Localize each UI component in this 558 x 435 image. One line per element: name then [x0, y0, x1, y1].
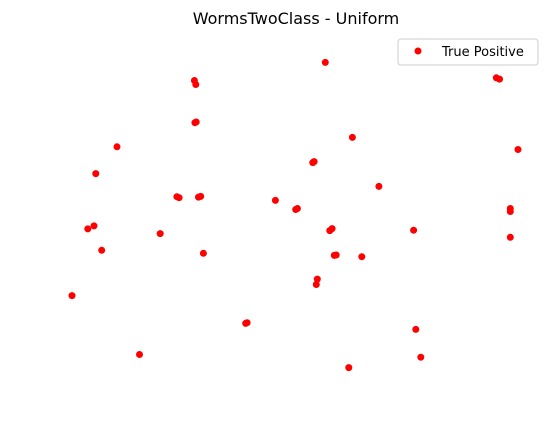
data-point [136, 351, 143, 358]
data-point [410, 226, 418, 234]
data-point [92, 170, 100, 178]
data-point [412, 325, 420, 333]
data-point [156, 230, 164, 238]
legend-marker [414, 47, 422, 55]
data-point [358, 253, 366, 261]
data-point [271, 196, 279, 204]
data-point [348, 133, 356, 141]
data-point [68, 292, 76, 300]
data-point [113, 143, 121, 151]
data-point [199, 249, 207, 257]
data-point [192, 81, 200, 88]
data-point [321, 58, 329, 66]
data-point [310, 158, 318, 166]
data-point [293, 205, 301, 212]
data-point [197, 192, 205, 200]
data-point [243, 319, 251, 327]
data-point [90, 222, 98, 230]
data-point [332, 251, 340, 259]
data-point [345, 364, 353, 372]
legend: True Positive [397, 38, 539, 66]
plot-area [68, 58, 522, 372]
data-point [514, 146, 522, 153]
legend-frame [397, 38, 539, 66]
data-point [506, 233, 514, 241]
data-point [84, 225, 92, 233]
data-point [496, 75, 503, 83]
data-point [313, 275, 321, 283]
data-point [506, 208, 514, 215]
legend-label: True Positive [441, 45, 524, 60]
data-point [328, 225, 336, 233]
data-point [175, 194, 183, 202]
data-point [375, 182, 383, 190]
data-point [417, 353, 425, 361]
chart-title: WormsTwoClass - Uniform [193, 9, 400, 28]
data-point [192, 118, 200, 126]
data-point [312, 281, 320, 288]
data-point [98, 246, 106, 254]
